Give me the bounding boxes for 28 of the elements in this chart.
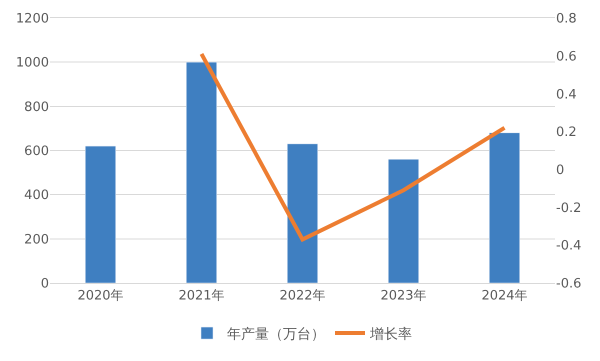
x-tick-label: 2022年 xyxy=(279,288,326,304)
y-tick-label: 1200 xyxy=(16,12,49,27)
legend-label: 增长率 xyxy=(369,326,412,343)
y-tick-label: 1000 xyxy=(16,56,49,71)
y2-tick-label: 0 xyxy=(556,162,564,178)
line-series xyxy=(200,52,506,242)
y2-tick-label: 0.8 xyxy=(556,12,577,27)
y-tick-label: 200 xyxy=(24,232,49,248)
bar xyxy=(287,144,318,283)
x-tick-label: 2023年 xyxy=(380,288,427,304)
y-tick-label: 800 xyxy=(24,100,49,115)
y2-tick-label: 0.4 xyxy=(556,87,577,102)
bar xyxy=(388,159,419,283)
y2-tick-label: -0.2 xyxy=(556,200,582,216)
bar xyxy=(186,62,217,283)
y2-tick-label: 0.6 xyxy=(556,49,577,64)
y-tick-label: 400 xyxy=(24,188,49,204)
y2-tick-label: 0.2 xyxy=(556,125,577,140)
x-tick-label: 2020年 xyxy=(77,288,124,304)
bar xyxy=(85,146,116,283)
legend-label: 年产量（万台） xyxy=(227,326,325,343)
y2-tick-label: -0.6 xyxy=(556,276,582,292)
y-tick-label: 0 xyxy=(40,276,49,292)
bar xyxy=(489,132,520,283)
x-tick-label: 2024年 xyxy=(481,288,528,304)
y-tick-label: 600 xyxy=(24,144,49,160)
y2-tick-label: -0.4 xyxy=(556,238,582,254)
x-tick-label: 2021年 xyxy=(178,288,225,304)
